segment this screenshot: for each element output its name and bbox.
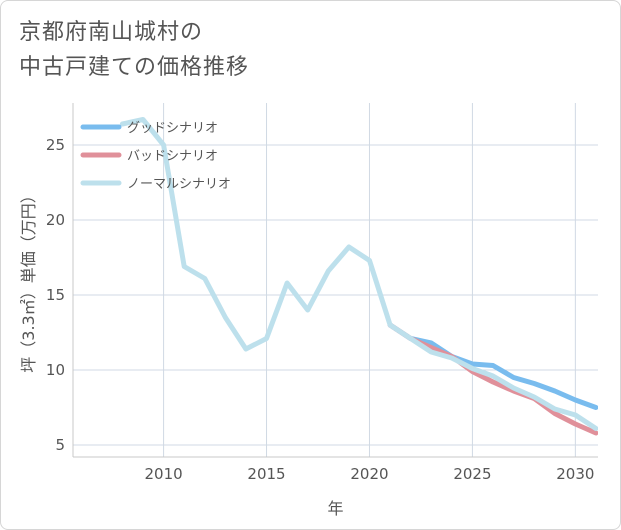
chart-title-line-1: 京都府南山城村の <box>19 20 204 45</box>
x-axis-title: 年 <box>327 499 343 518</box>
plot-area <box>73 103 598 457</box>
y-tick-label: 5 <box>55 436 65 454</box>
series-line-1 <box>387 322 598 410</box>
series-line-2 <box>387 322 598 436</box>
x-tick-label: 2010 <box>144 465 182 483</box>
chart-title: 京都府南山城村の 中古戸建ての価格推移 <box>19 15 249 85</box>
y-tick-label: 15 <box>46 286 65 304</box>
legend-label-3: ノーマルシナリオ <box>127 177 231 192</box>
legend-label-2: バッドシナリオ <box>127 149 218 164</box>
chart-title-line-2: 中古戸建ての価格推移 <box>19 55 250 80</box>
series-line-3 <box>119 117 598 431</box>
legend-label-1: グッドシナリオ <box>127 121 218 136</box>
x-tick-label: 2030 <box>556 465 594 483</box>
y-tick-label: 25 <box>46 136 65 154</box>
x-tick-label: 2020 <box>350 465 388 483</box>
y-tick-label: 10 <box>46 361 65 379</box>
x-tick-label: 2025 <box>453 465 491 483</box>
x-tick-label: 2015 <box>247 465 285 483</box>
y-tick-label: 20 <box>46 211 65 229</box>
y-axis-title: 坪（3.3㎡）単価（万円） <box>19 187 38 372</box>
